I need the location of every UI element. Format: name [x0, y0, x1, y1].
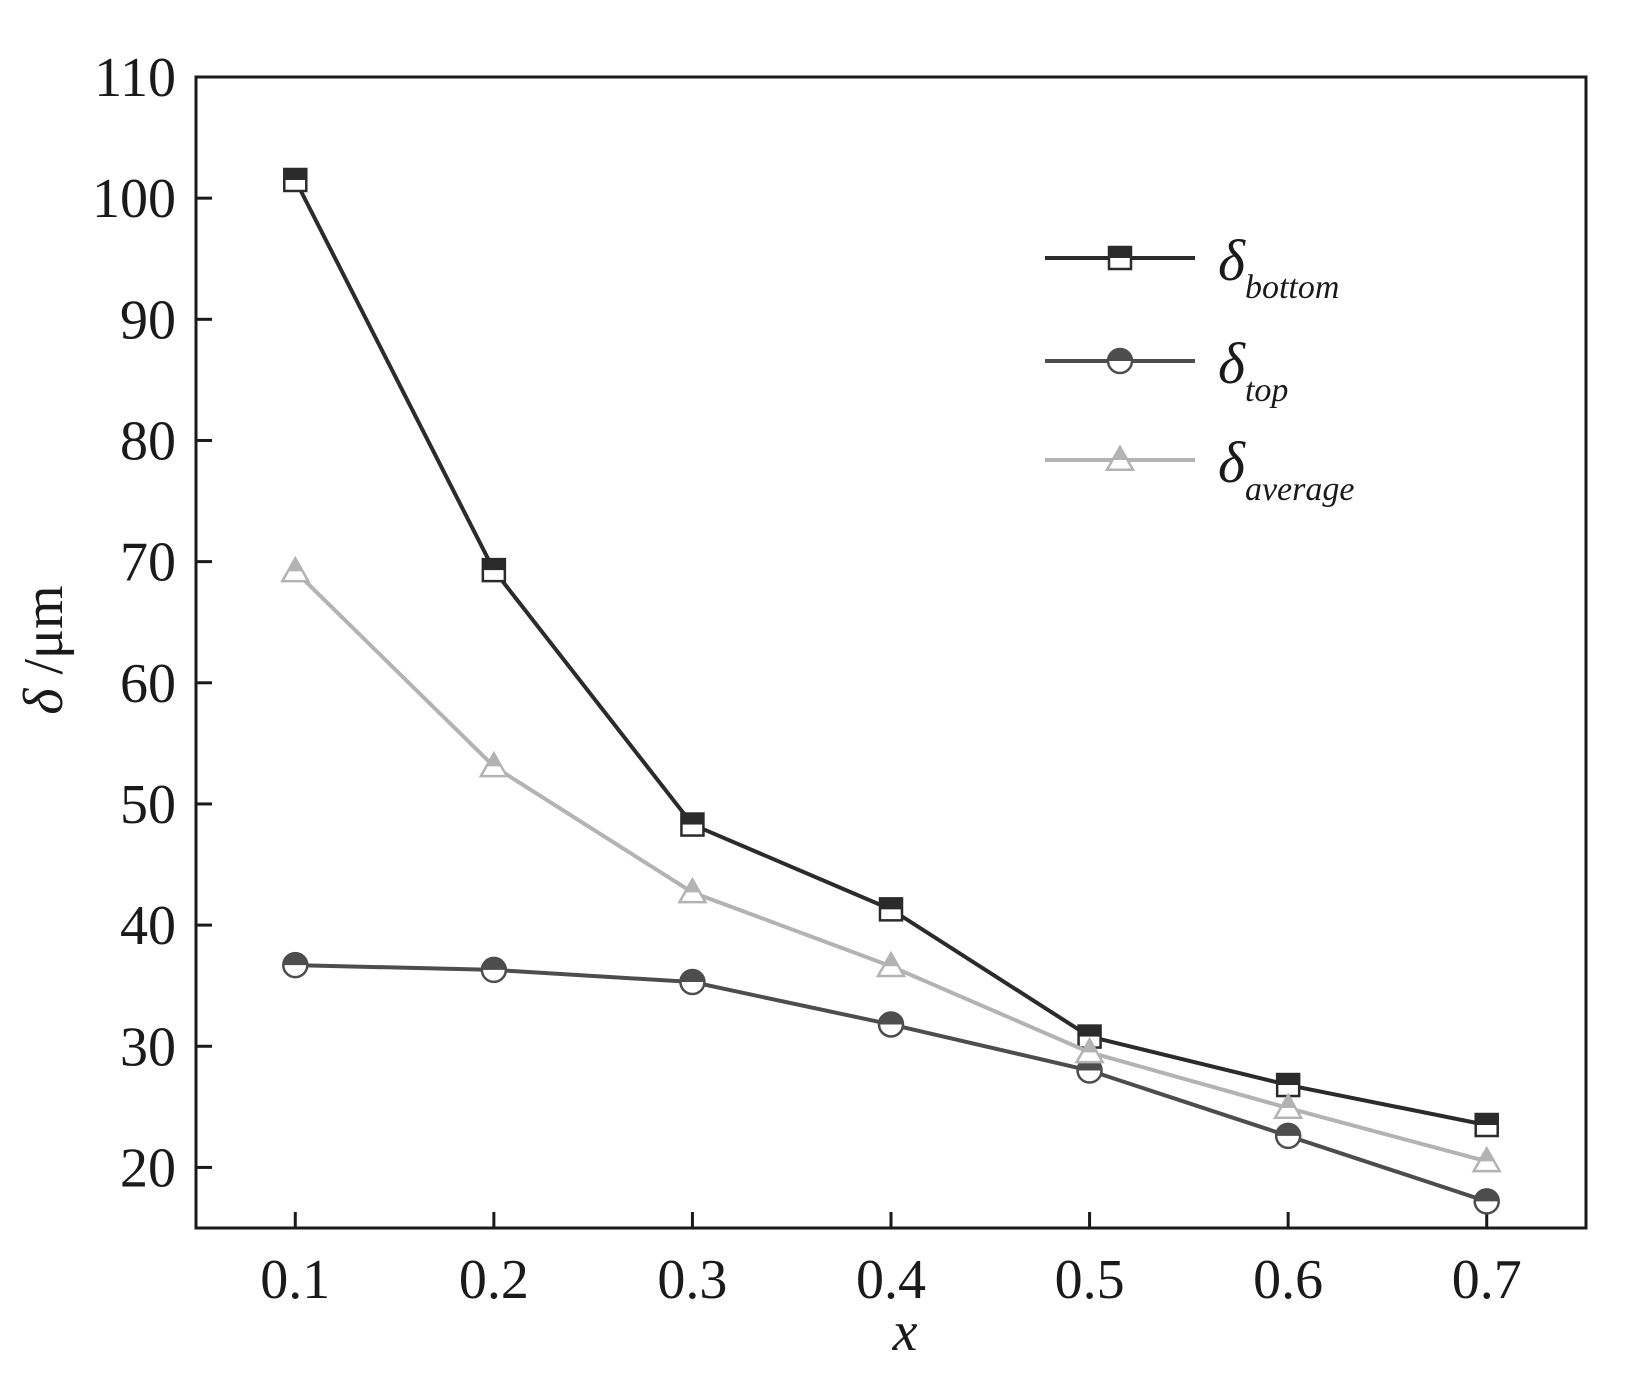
- data-point-top: [1473, 1188, 1500, 1215]
- data-point-bottom: [481, 557, 507, 583]
- x-tick-label: 0.3: [657, 1249, 727, 1311]
- y-tick-label: 60: [120, 653, 176, 715]
- y-tick-label: 50: [120, 774, 176, 836]
- legend-item-top: δtop: [1045, 331, 1288, 409]
- x-axis-label: x: [892, 1301, 918, 1363]
- data-point-bottom: [680, 812, 705, 837]
- y-axis: 20 30 40 50 60 70 80 90 100 110: [92, 47, 212, 1199]
- legend-item-bottom: δbottom: [1045, 228, 1339, 306]
- x-tick-label: 0.1: [260, 1249, 330, 1311]
- data-point-average: [875, 950, 907, 978]
- y-tick-label: 70: [120, 532, 176, 594]
- y-axis-label-unit: /μm: [13, 585, 75, 688]
- data-point-average: [1471, 1145, 1502, 1173]
- x-tick-label: 0.6: [1253, 1249, 1323, 1311]
- data-point-bottom: [878, 897, 904, 922]
- data-point-top: [480, 956, 508, 984]
- x-axis: 0.1 0.2 0.3 0.4 0.5 0.6 0.7: [260, 1212, 1522, 1311]
- legend-label: δaverage: [1218, 430, 1354, 508]
- data-point-average: [478, 750, 510, 778]
- y-tick-label: 40: [120, 895, 176, 957]
- y-tick-label: 90: [120, 289, 176, 351]
- series-line-top: [295, 963, 1488, 1204]
- series-layer: [280, 167, 1502, 1215]
- x-tick-label: 0.5: [1055, 1249, 1125, 1311]
- data-point-average: [1074, 1036, 1105, 1064]
- legend-label: δtop: [1218, 331, 1288, 409]
- plot-frame: [194, 75, 1588, 1230]
- x-tick-label: 0.7: [1452, 1249, 1522, 1311]
- legend-marker: [1107, 245, 1133, 271]
- y-axis-label-symbol: δ: [13, 688, 75, 715]
- legend-label: δbottom: [1218, 228, 1339, 306]
- data-point-top: [877, 1011, 905, 1038]
- data-point-bottom: [1474, 1112, 1499, 1138]
- y-tick-label: 20: [120, 1137, 176, 1199]
- data-point-bottom: [283, 167, 308, 193]
- legend: δbottom δtop δaverage: [1045, 228, 1354, 508]
- data-point-bottom: [1077, 1024, 1102, 1049]
- x-tick-label: 0.2: [459, 1249, 529, 1311]
- series-line-bottom: [293, 179, 1488, 1127]
- data-point-top: [1274, 1122, 1302, 1150]
- series-line-average: [293, 569, 1488, 1164]
- y-tick-label: 100: [92, 168, 176, 230]
- data-point-average: [1272, 1092, 1304, 1120]
- legend-marker: [1104, 444, 1136, 471]
- data-point-top: [282, 951, 309, 979]
- data-point-average: [280, 555, 311, 583]
- legend-marker: [1106, 347, 1134, 375]
- data-point-average: [677, 876, 708, 904]
- legend-item-average: δaverage: [1045, 430, 1354, 508]
- y-axis-label: δ /μm: [13, 585, 75, 714]
- data-point-top: [679, 968, 706, 996]
- y-tick-label: 110: [94, 47, 176, 109]
- y-tick-label: 30: [120, 1016, 176, 1078]
- x-tick-label: 0.4: [856, 1249, 926, 1311]
- y-tick-label: 80: [120, 410, 176, 472]
